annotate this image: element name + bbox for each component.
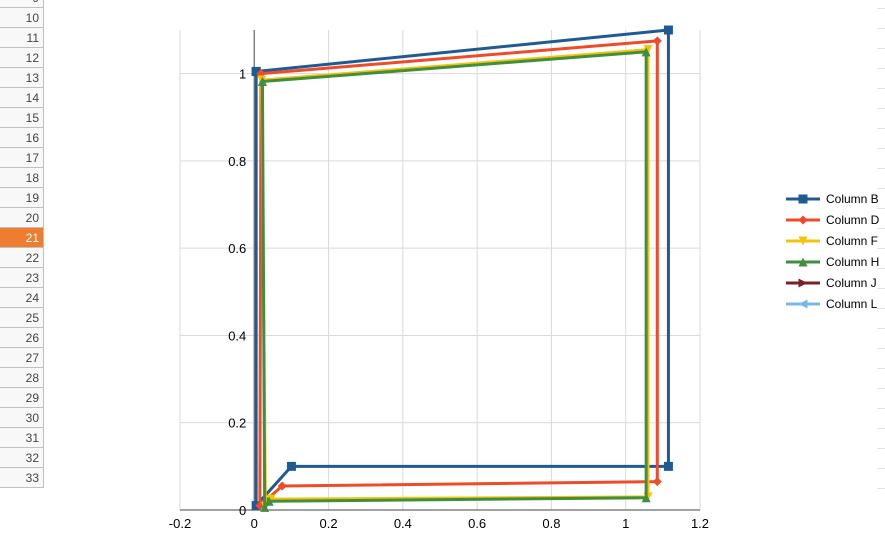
row-header-17[interactable]: 17 — [0, 148, 44, 168]
y-tick-label: 0 — [239, 503, 246, 518]
x-tick-label: 0.4 — [394, 516, 412, 531]
x-tick-label: 0 — [251, 516, 258, 531]
legend-item-D[interactable]: Column D — [786, 209, 885, 230]
legend-item-J[interactable]: Column J — [786, 272, 885, 293]
legend-swatch-icon — [786, 273, 820, 293]
chart-svg: 0 0.2 0.4 0.6 0.8 1 -0.2 0 0.2 0.4 0.6 0.8 1 1.2 — [60, 0, 760, 540]
grid-edge-right — [877, 0, 885, 553]
row-header-26[interactable]: 26 — [0, 328, 44, 348]
legend-label: Column D — [826, 213, 879, 227]
row-header-13[interactable]: 13 — [0, 68, 44, 88]
series-marker-B — [664, 26, 673, 35]
legend-swatch-icon — [786, 189, 820, 209]
series-marker-B — [287, 462, 296, 471]
row-header-30[interactable]: 30 — [0, 408, 44, 428]
x-tick-label: 1.2 — [691, 516, 709, 531]
row-header-9[interactable]: 9 — [0, 0, 44, 8]
series-marker-D — [653, 36, 662, 45]
y-tick-label: 0.8 — [228, 154, 246, 169]
x-tick-label: 0.2 — [320, 516, 338, 531]
row-header-15[interactable]: 15 — [0, 108, 44, 128]
x-tick-label: -0.2 — [169, 516, 191, 531]
row-header-strip: 9101112131415161718192021222324252627282… — [0, 0, 44, 553]
x-tick-label: 0.8 — [542, 516, 560, 531]
series-marker-B — [664, 462, 673, 471]
series-marker-D — [653, 477, 662, 486]
y-tick-label: 0.2 — [228, 416, 246, 431]
series-line-F — [262, 50, 648, 507]
row-header-31[interactable]: 31 — [0, 428, 44, 448]
row-header-29[interactable]: 29 — [0, 388, 44, 408]
row-header-10[interactable]: 10 — [0, 8, 44, 28]
series-line-H — [262, 52, 646, 508]
series-line-D — [260, 41, 657, 506]
row-header-20[interactable]: 20 — [0, 208, 44, 228]
row-header-28[interactable]: 28 — [0, 368, 44, 388]
x-tick-label: 0.6 — [468, 516, 486, 531]
row-header-11[interactable]: 11 — [0, 28, 44, 48]
y-tick-label: 0.4 — [228, 328, 246, 343]
legend-swatch-icon — [786, 252, 820, 272]
row-header-25[interactable]: 25 — [0, 308, 44, 328]
legend-label: Column H — [826, 255, 879, 269]
legend-label: Column J — [826, 276, 877, 290]
chart-body: 0 0.2 0.4 0.6 0.8 1 -0.2 0 0.2 0.4 0.6 0.8 1 1.2 Colu… — [44, 0, 885, 553]
row-header-23[interactable]: 23 — [0, 268, 44, 288]
y-tick-label: 1 — [239, 67, 246, 82]
legend-swatch-icon — [786, 210, 820, 230]
row-header-16[interactable]: 16 — [0, 128, 44, 148]
row-header-27[interactable]: 27 — [0, 348, 44, 368]
legend-item-F[interactable]: Column F — [786, 230, 885, 251]
legend-swatch-icon — [786, 294, 820, 314]
row-header-19[interactable]: 19 — [0, 188, 44, 208]
row-header-32[interactable]: 32 — [0, 448, 44, 468]
legend-swatch-icon — [786, 231, 820, 251]
legend-item-B[interactable]: Column B — [786, 188, 885, 209]
legend-item-L[interactable]: Column L — [786, 293, 885, 314]
legend-label: Column B — [826, 192, 879, 206]
x-tick-label: 1 — [622, 516, 629, 531]
row-header-18[interactable]: 18 — [0, 168, 44, 188]
row-header-22[interactable]: 22 — [0, 248, 44, 268]
row-header-24[interactable]: 24 — [0, 288, 44, 308]
chart-legend: Column B Column D Column F Column H Column J… — [786, 188, 885, 314]
legend-label: Column F — [826, 234, 878, 248]
legend-label: Column L — [826, 297, 877, 311]
y-tick-label: 0.6 — [228, 241, 246, 256]
row-header-21[interactable]: 21 — [0, 228, 44, 248]
legend-item-H[interactable]: Column H — [786, 251, 885, 272]
row-header-14[interactable]: 14 — [0, 88, 44, 108]
row-header-33[interactable]: 33 — [0, 468, 44, 488]
row-header-12[interactable]: 12 — [0, 48, 44, 68]
chart: 0 0.2 0.4 0.6 0.8 1 -0.2 0 0.2 0.4 0.6 0.8 1 1.2 — [60, 0, 760, 540]
series-line-B — [256, 30, 668, 506]
